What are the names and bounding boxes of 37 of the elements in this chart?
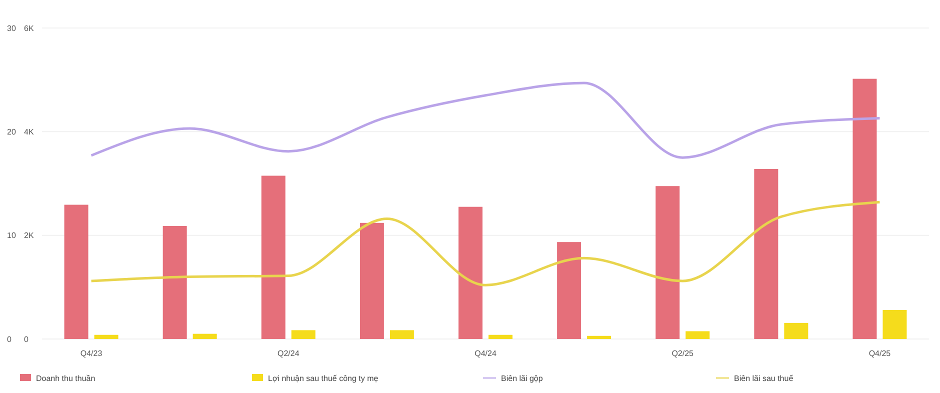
bar (261, 176, 286, 339)
x-tick-label: Q2/25 (672, 349, 694, 358)
legend-label: Doanh thu thuần (36, 374, 96, 383)
y2-tick-label: 10 (7, 231, 16, 240)
x-tick-label: Q4/24 (474, 349, 497, 358)
legend-label: Lợi nhuận sau thuế công ty mẹ (268, 374, 379, 383)
y2-tick-label: 30 (7, 24, 16, 33)
bar (587, 336, 612, 339)
bar (882, 310, 907, 339)
bar (852, 78, 877, 339)
y-tick-label: 2K (24, 231, 34, 240)
bar (784, 322, 808, 339)
bar (656, 186, 680, 339)
y2-tick-label: 20 (7, 127, 16, 136)
bar (458, 206, 482, 339)
bar (686, 331, 710, 339)
bar (390, 330, 414, 339)
x-tick-label: Q2/24 (277, 349, 300, 358)
line-series (90, 200, 881, 286)
y-tick-label: 4K (24, 127, 34, 136)
y-tick-label: 0 (24, 334, 29, 344)
y-tick-label: 6K (24, 24, 34, 33)
bar (754, 168, 778, 339)
line-series (90, 82, 881, 159)
bar (162, 226, 187, 339)
legend-label: Biên lãi gộp (501, 374, 544, 383)
bar (488, 334, 512, 339)
x-tick-label: Q4/25 (868, 349, 892, 358)
bar (291, 330, 316, 339)
bar (557, 242, 582, 339)
bar (64, 204, 88, 339)
bar (192, 334, 217, 339)
legend-label: Biên lãi sau thuế (734, 374, 794, 383)
bar (94, 334, 118, 339)
y2-tick-label: 0 (7, 334, 12, 344)
bar (360, 222, 384, 339)
x-tick-label: Q4/23 (80, 349, 103, 358)
